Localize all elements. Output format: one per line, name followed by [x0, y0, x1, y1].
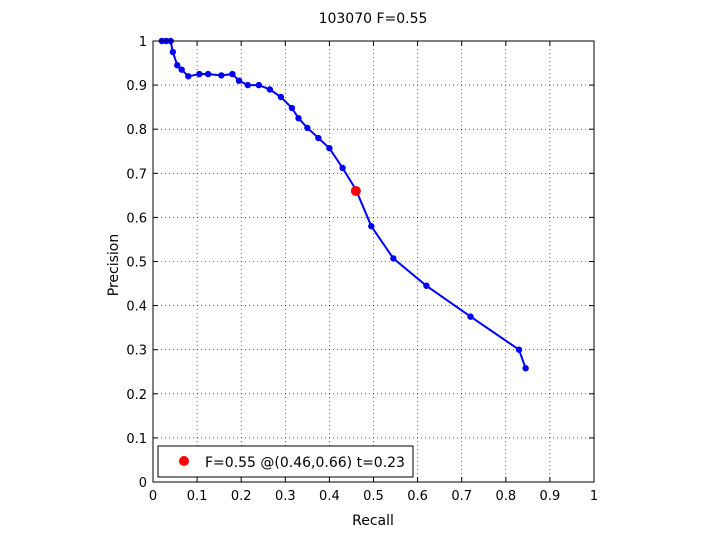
y-tick-label: 0.3: [126, 344, 147, 359]
series-point: [244, 81, 252, 89]
series-point: [339, 164, 346, 172]
x-tick-label: 0.6: [407, 489, 428, 504]
x-tick-label: 0.7: [451, 489, 472, 504]
y-tick-label: 0.7: [126, 167, 147, 182]
series-point: [185, 73, 192, 80]
series-point: [266, 86, 274, 93]
y-tick-label: 0.4: [126, 300, 147, 315]
x-tick-label: 1: [590, 489, 598, 504]
x-tick-label: 0.9: [540, 489, 561, 504]
series-layer: [158, 37, 529, 372]
series-point: [204, 70, 212, 78]
series-point: [304, 124, 311, 132]
x-axis-label: Recall: [352, 513, 394, 529]
x-tick-label: 0.4: [319, 489, 340, 504]
y-tick-label: 0.6: [126, 211, 147, 226]
series-point: [368, 223, 375, 230]
grid-lines: [153, 41, 594, 482]
series-point: [178, 66, 185, 73]
highlight-layer: [350, 185, 361, 196]
series-point: [196, 70, 203, 78]
y-tick-label: 0.8: [126, 123, 147, 138]
x-tick-label: 0.8: [495, 489, 516, 504]
y-tick-label: 0.1: [126, 432, 147, 447]
series-point: [515, 346, 523, 353]
series-point: [277, 93, 285, 101]
series-point: [174, 62, 181, 69]
y-tick-label: 0.2: [126, 388, 147, 403]
series-point: [288, 104, 296, 112]
y-tick-label: 0.5: [126, 256, 147, 271]
x-tick-label: 0.3: [275, 489, 296, 504]
series-point: [522, 365, 529, 372]
x-tick-label: 0.2: [231, 489, 252, 504]
series-point: [235, 77, 243, 84]
series-point: [255, 81, 263, 89]
y-tick-label: 0.9: [126, 79, 147, 94]
legend: F=0.55 @(0.46,0.66) t=0.23: [157, 445, 414, 478]
legend-marker: [179, 456, 189, 466]
y-tick-label: 1: [139, 35, 147, 50]
x-tick-label: 0.1: [187, 489, 208, 504]
series-point: [295, 114, 302, 122]
highlight-point: [350, 185, 361, 196]
series-point: [169, 48, 177, 56]
series-point: [326, 144, 333, 152]
x-tick-label: 0: [149, 489, 157, 504]
series-point: [390, 255, 397, 262]
series-point: [218, 72, 225, 79]
series-point: [467, 313, 474, 320]
y-axis-label: Precision: [106, 234, 122, 296]
legend-label: F=0.55 @(0.46,0.66) t=0.23: [205, 455, 405, 471]
series-point: [229, 70, 236, 78]
axis-ticks: 0 0.1 0.2 0.3 0.4 0.5 0.6 0.7 0.8 0.9 1 0 0.1 0.2 0.3 0…: [126, 35, 598, 504]
x-tick-label: 0.5: [363, 489, 384, 504]
series-point: [315, 134, 322, 142]
legend-box: [157, 445, 414, 478]
y-tick-label: 0: [139, 476, 147, 491]
series-point: [423, 282, 430, 289]
chart-title: 103070 F=0.55: [319, 11, 428, 27]
